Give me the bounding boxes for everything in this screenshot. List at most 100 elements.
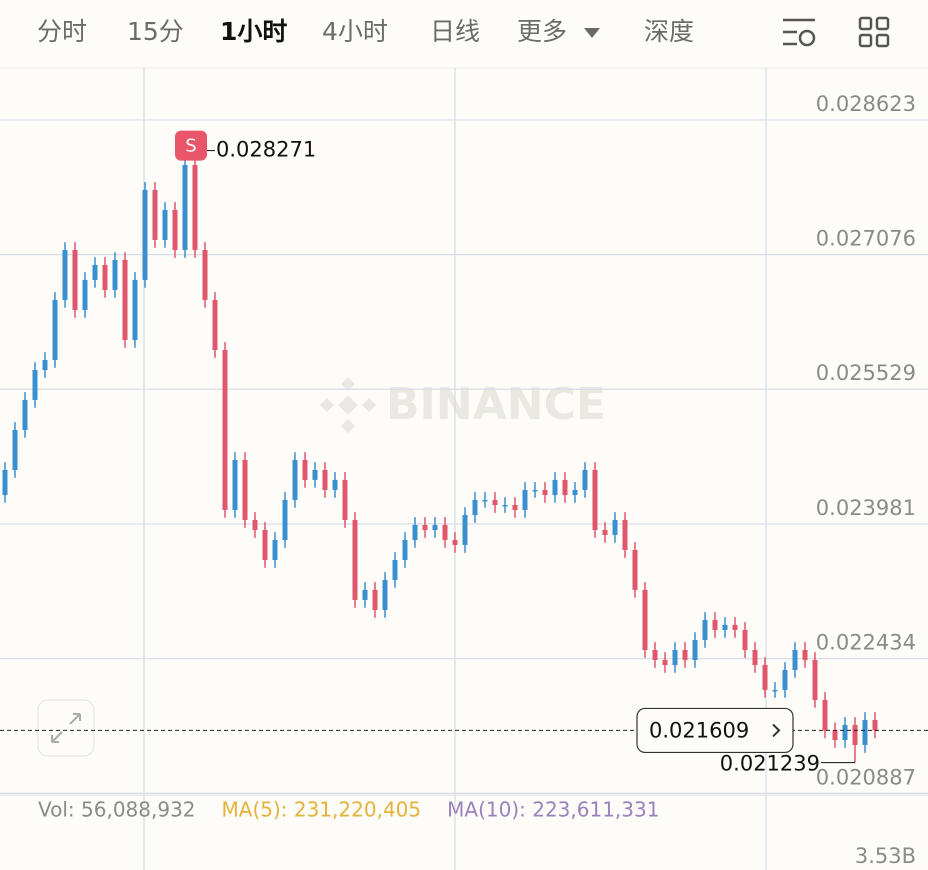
candle-body: [42, 360, 48, 371]
candle: [142, 182, 148, 288]
candle: [342, 472, 348, 528]
candle: [562, 472, 568, 503]
candle: [852, 717, 858, 763]
tab-active[interactable]: 1小时: [220, 17, 287, 46]
candle-body: [212, 299, 218, 350]
candle: [32, 362, 38, 408]
candle-body: [352, 519, 358, 600]
candle-body: [62, 249, 68, 300]
candle: [612, 512, 618, 543]
settings-icon[interactable]: [783, 18, 816, 47]
candle-body: [152, 189, 158, 240]
candle: [202, 242, 208, 308]
candle: [482, 492, 488, 508]
candle-body: [842, 724, 848, 740]
candle-body: [632, 549, 638, 590]
candle-body: [412, 524, 418, 540]
candle: [82, 272, 88, 318]
tab[interactable]: 深度: [644, 17, 694, 46]
candle: [862, 712, 868, 753]
candle: [222, 342, 228, 518]
candle: [232, 452, 238, 518]
candle-body: [812, 660, 818, 700]
y-tick-label: 0.023981: [816, 496, 916, 520]
candle: [702, 612, 708, 648]
candle-body: [82, 279, 88, 310]
candle: [872, 712, 878, 739]
last-price-text: 0.021609: [649, 718, 749, 742]
candle-body: [872, 719, 878, 731]
candle-body: [252, 519, 258, 530]
candle-body: [562, 479, 568, 495]
candle: [822, 692, 828, 739]
candle: [72, 242, 78, 318]
candle: [182, 150, 188, 258]
candle: [772, 682, 778, 698]
candle: [432, 517, 438, 538]
candle-body: [12, 429, 18, 471]
expand-button[interactable]: [37, 699, 95, 757]
candle-body: [312, 470, 318, 480]
tab[interactable]: 15分: [127, 17, 184, 46]
candle-body: [652, 650, 658, 661]
candle-body: [262, 529, 268, 561]
candle: [662, 652, 668, 673]
last-price-box-bg: [636, 707, 794, 754]
candle: [812, 652, 818, 708]
volume-legend-item: MA(5): 231,220,405: [222, 798, 422, 822]
candle-body: [202, 249, 208, 300]
candle-body: [552, 479, 558, 495]
candle: [272, 532, 278, 568]
high-badge-text: S: [185, 136, 196, 157]
tab[interactable]: 分时: [37, 17, 87, 46]
candle: [582, 462, 588, 498]
candle: [802, 642, 808, 668]
tab[interactable]: 日线: [430, 17, 480, 46]
candle-body: [372, 589, 378, 610]
candle-body: [762, 664, 768, 690]
candle-body: [32, 370, 38, 400]
candle: [532, 482, 538, 498]
candle: [622, 512, 628, 558]
candle: [572, 482, 578, 503]
candle-body: [192, 164, 198, 250]
candle-body: [792, 650, 798, 671]
low-label: 0.021239: [720, 752, 820, 776]
candle-body: [222, 349, 228, 510]
last-price-box[interactable]: 0.021609: [636, 707, 794, 754]
candle: [22, 392, 28, 438]
candle-body: [682, 650, 688, 661]
candle: [512, 497, 518, 518]
candle: [472, 492, 478, 523]
candle-body: [532, 489, 538, 492]
candle: [452, 532, 458, 553]
candle: [292, 452, 298, 508]
candle-body: [442, 524, 448, 540]
candle-body: [112, 259, 118, 290]
candle-body: [282, 499, 288, 540]
watermark-text: BINANCE: [386, 379, 606, 430]
layout-icon[interactable]: [858, 16, 890, 48]
volume-axis-label: 3.53B: [855, 844, 916, 868]
candle-body: [22, 399, 28, 430]
candle: [382, 572, 388, 618]
candle: [352, 512, 358, 608]
candle: [602, 522, 608, 543]
candle-body: [322, 470, 328, 490]
candle-body: [542, 489, 548, 495]
candle: [462, 507, 468, 553]
candle: [42, 352, 48, 378]
candle-body: [852, 724, 858, 745]
candle: [592, 462, 598, 538]
candle-body: [802, 650, 808, 661]
tab[interactable]: 4小时: [322, 17, 388, 46]
candle-body: [232, 460, 238, 510]
candle: [792, 642, 798, 678]
candle-body: [102, 264, 108, 290]
tab[interactable]: 更多: [517, 17, 567, 46]
candle-body: [482, 499, 488, 502]
candle: [782, 662, 788, 698]
candle-body: [572, 489, 578, 495]
candle-body: [452, 539, 458, 545]
candle-body: [162, 209, 168, 240]
